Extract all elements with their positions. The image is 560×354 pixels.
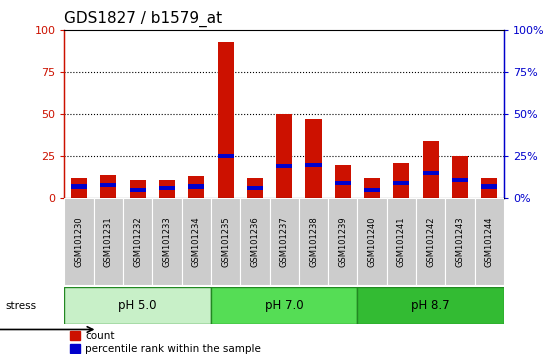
Text: pH 7.0: pH 7.0 bbox=[265, 299, 304, 312]
Text: GSM101238: GSM101238 bbox=[309, 216, 318, 267]
Bar bbox=[393, 163, 409, 198]
Bar bbox=[129, 180, 146, 198]
Text: GSM101236: GSM101236 bbox=[250, 216, 259, 267]
Text: GSM101243: GSM101243 bbox=[455, 216, 465, 267]
Bar bbox=[123, 198, 152, 285]
Bar bbox=[475, 198, 504, 285]
Bar bbox=[159, 186, 175, 190]
Text: GSM101240: GSM101240 bbox=[367, 216, 377, 267]
Bar bbox=[64, 287, 211, 324]
Bar bbox=[335, 181, 351, 185]
Text: GSM101232: GSM101232 bbox=[133, 216, 142, 267]
Bar bbox=[94, 198, 123, 285]
Text: pH 8.7: pH 8.7 bbox=[412, 299, 450, 312]
Bar bbox=[217, 42, 234, 198]
Bar bbox=[305, 119, 321, 198]
Text: GSM101234: GSM101234 bbox=[192, 216, 201, 267]
Text: pH 5.0: pH 5.0 bbox=[118, 299, 157, 312]
Bar bbox=[71, 178, 87, 198]
Bar bbox=[100, 183, 116, 187]
Bar bbox=[445, 198, 475, 285]
Text: GSM101241: GSM101241 bbox=[397, 216, 406, 267]
Bar bbox=[423, 141, 439, 198]
Bar bbox=[416, 198, 445, 285]
Bar bbox=[71, 184, 87, 189]
Bar bbox=[481, 178, 497, 198]
Bar bbox=[276, 114, 292, 198]
Bar bbox=[299, 198, 328, 285]
Legend: count, percentile rank within the sample: count, percentile rank within the sample bbox=[69, 331, 261, 354]
Bar bbox=[240, 198, 269, 285]
Bar bbox=[188, 176, 204, 198]
Bar bbox=[276, 164, 292, 169]
Bar bbox=[64, 198, 94, 285]
Bar bbox=[357, 287, 504, 324]
Bar bbox=[452, 156, 468, 198]
Bar bbox=[181, 198, 211, 285]
Text: GSM101239: GSM101239 bbox=[338, 216, 347, 267]
Text: GDS1827 / b1579_at: GDS1827 / b1579_at bbox=[64, 11, 222, 27]
Bar bbox=[269, 198, 299, 285]
Bar bbox=[188, 184, 204, 189]
Bar bbox=[247, 186, 263, 190]
Bar bbox=[393, 181, 409, 185]
Text: GSM101233: GSM101233 bbox=[162, 216, 171, 267]
Text: GSM101237: GSM101237 bbox=[279, 216, 289, 267]
Bar bbox=[335, 165, 351, 198]
Bar bbox=[387, 198, 416, 285]
Bar bbox=[100, 175, 116, 198]
Bar bbox=[152, 198, 181, 285]
Bar bbox=[452, 178, 468, 182]
Bar bbox=[364, 188, 380, 192]
Bar bbox=[211, 198, 240, 285]
Text: GSM101231: GSM101231 bbox=[104, 216, 113, 267]
Text: GSM101244: GSM101244 bbox=[485, 216, 494, 267]
Bar bbox=[328, 198, 357, 285]
Bar bbox=[481, 184, 497, 189]
Bar bbox=[129, 188, 146, 192]
Bar bbox=[364, 178, 380, 198]
Bar bbox=[211, 287, 357, 324]
Bar bbox=[247, 178, 263, 198]
Bar bbox=[159, 180, 175, 198]
Bar bbox=[217, 154, 234, 158]
Text: GSM101242: GSM101242 bbox=[426, 216, 435, 267]
Text: stress: stress bbox=[6, 301, 37, 311]
Bar bbox=[357, 198, 387, 285]
Text: GSM101235: GSM101235 bbox=[221, 216, 230, 267]
Bar bbox=[305, 162, 321, 167]
Text: GSM101230: GSM101230 bbox=[74, 216, 83, 267]
Bar bbox=[423, 171, 439, 175]
